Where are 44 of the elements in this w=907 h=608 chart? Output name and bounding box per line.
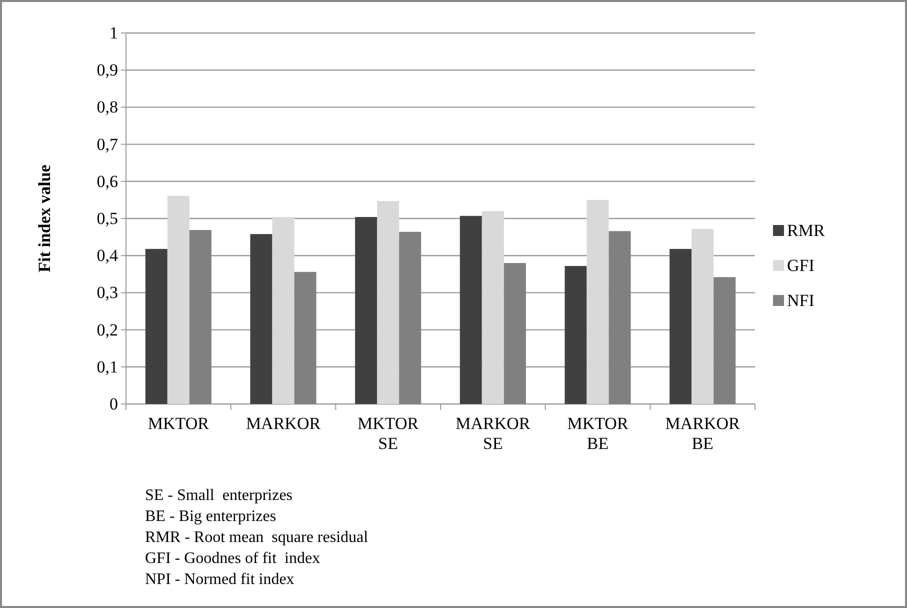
bar [355, 217, 378, 404]
text: BE - Big enterprizes [145, 508, 276, 525]
bar [608, 231, 631, 404]
bar [189, 230, 212, 404]
bar [167, 196, 190, 404]
bar [294, 272, 316, 404]
bar [145, 248, 168, 404]
x-tick-label: MARKOR SE [456, 414, 531, 453]
legend-label: NFI [787, 291, 815, 310]
text: GFI - Goodnes of fit index [145, 550, 320, 567]
y-tick-label: 0,6 [96, 172, 118, 191]
legend-label: RMR [787, 221, 826, 240]
y-tick-label: 0 [110, 394, 118, 414]
bar [272, 217, 294, 404]
bar [399, 232, 422, 404]
x-tick-label: MKTOR BE [567, 414, 629, 453]
text: RMR - Root mean square residual [145, 529, 369, 546]
y-axis-title: Fit index value [35, 164, 54, 272]
x-tick-label: MARKOR BE [665, 414, 741, 453]
y-tick-label: 0,9 [96, 60, 118, 80]
text: NPI - Normed fit index [145, 571, 294, 588]
x-tick-label: MKTOR SE [358, 414, 420, 453]
bar [482, 211, 504, 404]
bar [377, 201, 400, 404]
bar [586, 200, 609, 404]
y-tick-label: 0,3 [96, 283, 118, 302]
bar [564, 266, 587, 404]
y-tick-label: 1 [110, 23, 118, 42]
text: SE - Small enterprizes [145, 487, 293, 504]
y-tick-label: 0,7 [96, 134, 118, 154]
y-tick-label: 0,8 [96, 98, 118, 117]
bar [670, 248, 692, 404]
bar [504, 263, 526, 404]
bar [460, 216, 482, 404]
y-tick-label: 0,2 [96, 320, 118, 340]
y-tick-label: 0,5 [96, 208, 118, 228]
bar [250, 234, 272, 404]
x-tick-label: MARKOR [246, 414, 322, 433]
legend-label: GFI [787, 256, 815, 275]
bar [692, 228, 714, 404]
bar [714, 277, 736, 404]
y-tick-label: 0,1 [96, 357, 118, 376]
x-tick-label: MKTOR [148, 414, 210, 433]
y-tick-label: 0,4 [96, 246, 118, 266]
